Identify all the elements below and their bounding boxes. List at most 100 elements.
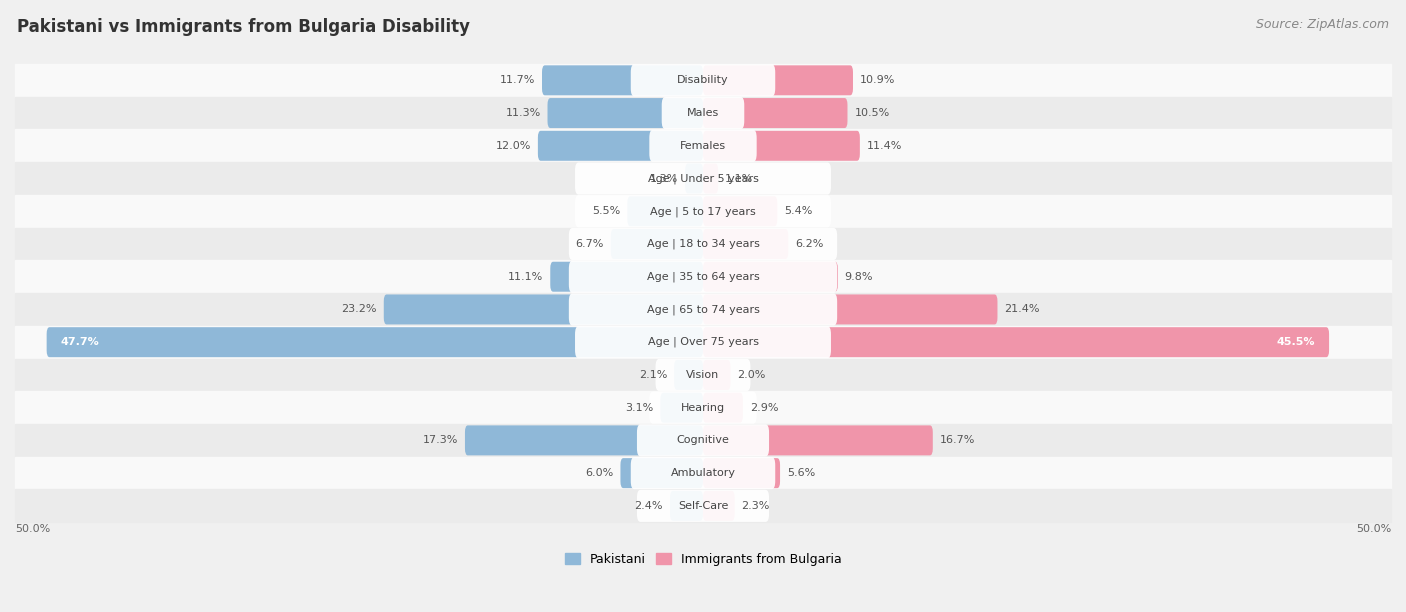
- FancyBboxPatch shape: [703, 327, 1329, 357]
- Text: Self-Care: Self-Care: [678, 501, 728, 511]
- Bar: [15, 195, 1391, 228]
- FancyBboxPatch shape: [655, 359, 751, 391]
- Text: 1.1%: 1.1%: [725, 174, 754, 184]
- Text: Ambulatory: Ambulatory: [671, 468, 735, 478]
- Bar: [15, 260, 1391, 293]
- FancyBboxPatch shape: [541, 65, 703, 95]
- Text: 16.7%: 16.7%: [939, 435, 974, 446]
- FancyBboxPatch shape: [703, 458, 780, 488]
- FancyBboxPatch shape: [703, 65, 853, 95]
- FancyBboxPatch shape: [703, 229, 789, 259]
- Text: 5.5%: 5.5%: [592, 206, 620, 216]
- FancyBboxPatch shape: [575, 326, 831, 358]
- FancyBboxPatch shape: [46, 327, 703, 357]
- FancyBboxPatch shape: [637, 424, 769, 457]
- FancyBboxPatch shape: [610, 229, 703, 259]
- Text: 6.0%: 6.0%: [585, 468, 613, 478]
- FancyBboxPatch shape: [662, 97, 744, 129]
- FancyBboxPatch shape: [650, 392, 756, 424]
- Text: Age | Under 5 years: Age | Under 5 years: [648, 173, 758, 184]
- FancyBboxPatch shape: [703, 98, 848, 128]
- Bar: [15, 97, 1391, 129]
- Text: 11.7%: 11.7%: [499, 75, 536, 85]
- FancyBboxPatch shape: [703, 425, 932, 455]
- Bar: [15, 490, 1391, 522]
- Text: Males: Males: [688, 108, 718, 118]
- Text: 9.8%: 9.8%: [845, 272, 873, 282]
- Bar: [15, 64, 1391, 97]
- Text: 2.1%: 2.1%: [638, 370, 668, 380]
- Bar: [15, 293, 1391, 326]
- Text: 10.5%: 10.5%: [855, 108, 890, 118]
- Text: Females: Females: [681, 141, 725, 151]
- Text: 2.4%: 2.4%: [634, 501, 664, 511]
- FancyBboxPatch shape: [661, 393, 703, 423]
- Text: 1.3%: 1.3%: [650, 174, 678, 184]
- Text: 6.2%: 6.2%: [796, 239, 824, 249]
- FancyBboxPatch shape: [703, 131, 860, 161]
- Text: Age | 18 to 34 years: Age | 18 to 34 years: [647, 239, 759, 249]
- FancyBboxPatch shape: [703, 393, 742, 423]
- Text: 47.7%: 47.7%: [60, 337, 100, 347]
- Bar: [15, 359, 1391, 391]
- FancyBboxPatch shape: [631, 457, 775, 489]
- FancyBboxPatch shape: [538, 131, 703, 161]
- Bar: [15, 424, 1391, 457]
- Text: 21.4%: 21.4%: [1004, 304, 1040, 315]
- FancyBboxPatch shape: [575, 163, 831, 195]
- FancyBboxPatch shape: [703, 360, 731, 390]
- Bar: [15, 391, 1391, 424]
- FancyBboxPatch shape: [384, 294, 703, 324]
- FancyBboxPatch shape: [671, 491, 703, 521]
- FancyBboxPatch shape: [627, 196, 703, 226]
- Text: Cognitive: Cognitive: [676, 435, 730, 446]
- Text: Pakistani vs Immigrants from Bulgaria Disability: Pakistani vs Immigrants from Bulgaria Di…: [17, 18, 470, 36]
- FancyBboxPatch shape: [620, 458, 703, 488]
- FancyBboxPatch shape: [703, 491, 735, 521]
- Text: Hearing: Hearing: [681, 403, 725, 412]
- FancyBboxPatch shape: [703, 163, 718, 193]
- Text: Vision: Vision: [686, 370, 720, 380]
- FancyBboxPatch shape: [703, 196, 778, 226]
- Text: 3.1%: 3.1%: [626, 403, 654, 412]
- FancyBboxPatch shape: [650, 130, 756, 162]
- Text: 50.0%: 50.0%: [1355, 524, 1391, 534]
- Text: 12.0%: 12.0%: [496, 141, 531, 151]
- Text: 2.9%: 2.9%: [749, 403, 779, 412]
- FancyBboxPatch shape: [575, 195, 831, 227]
- FancyBboxPatch shape: [703, 294, 997, 324]
- FancyBboxPatch shape: [685, 163, 703, 193]
- FancyBboxPatch shape: [465, 425, 703, 455]
- Text: Disability: Disability: [678, 75, 728, 85]
- Text: 11.3%: 11.3%: [505, 108, 541, 118]
- Text: 5.6%: 5.6%: [787, 468, 815, 478]
- FancyBboxPatch shape: [569, 228, 837, 260]
- Text: 11.1%: 11.1%: [508, 272, 543, 282]
- Bar: [15, 326, 1391, 359]
- Text: 17.3%: 17.3%: [423, 435, 458, 446]
- Text: Source: ZipAtlas.com: Source: ZipAtlas.com: [1256, 18, 1389, 31]
- Bar: [15, 129, 1391, 162]
- Text: 23.2%: 23.2%: [342, 304, 377, 315]
- Text: Age | 35 to 64 years: Age | 35 to 64 years: [647, 272, 759, 282]
- Text: 10.9%: 10.9%: [860, 75, 896, 85]
- Text: 11.4%: 11.4%: [866, 141, 903, 151]
- Text: 50.0%: 50.0%: [15, 524, 51, 534]
- FancyBboxPatch shape: [550, 262, 703, 292]
- Legend: Pakistani, Immigrants from Bulgaria: Pakistani, Immigrants from Bulgaria: [560, 548, 846, 571]
- Bar: [15, 162, 1391, 195]
- Bar: [15, 228, 1391, 260]
- FancyBboxPatch shape: [703, 262, 838, 292]
- FancyBboxPatch shape: [637, 490, 769, 522]
- Text: 45.5%: 45.5%: [1277, 337, 1316, 347]
- FancyBboxPatch shape: [673, 360, 703, 390]
- Text: Age | 65 to 74 years: Age | 65 to 74 years: [647, 304, 759, 315]
- Text: 6.7%: 6.7%: [575, 239, 605, 249]
- Text: 5.4%: 5.4%: [785, 206, 813, 216]
- Text: 2.0%: 2.0%: [737, 370, 766, 380]
- Bar: [15, 457, 1391, 490]
- FancyBboxPatch shape: [569, 293, 837, 326]
- FancyBboxPatch shape: [547, 98, 703, 128]
- FancyBboxPatch shape: [569, 261, 837, 293]
- Text: 2.3%: 2.3%: [741, 501, 770, 511]
